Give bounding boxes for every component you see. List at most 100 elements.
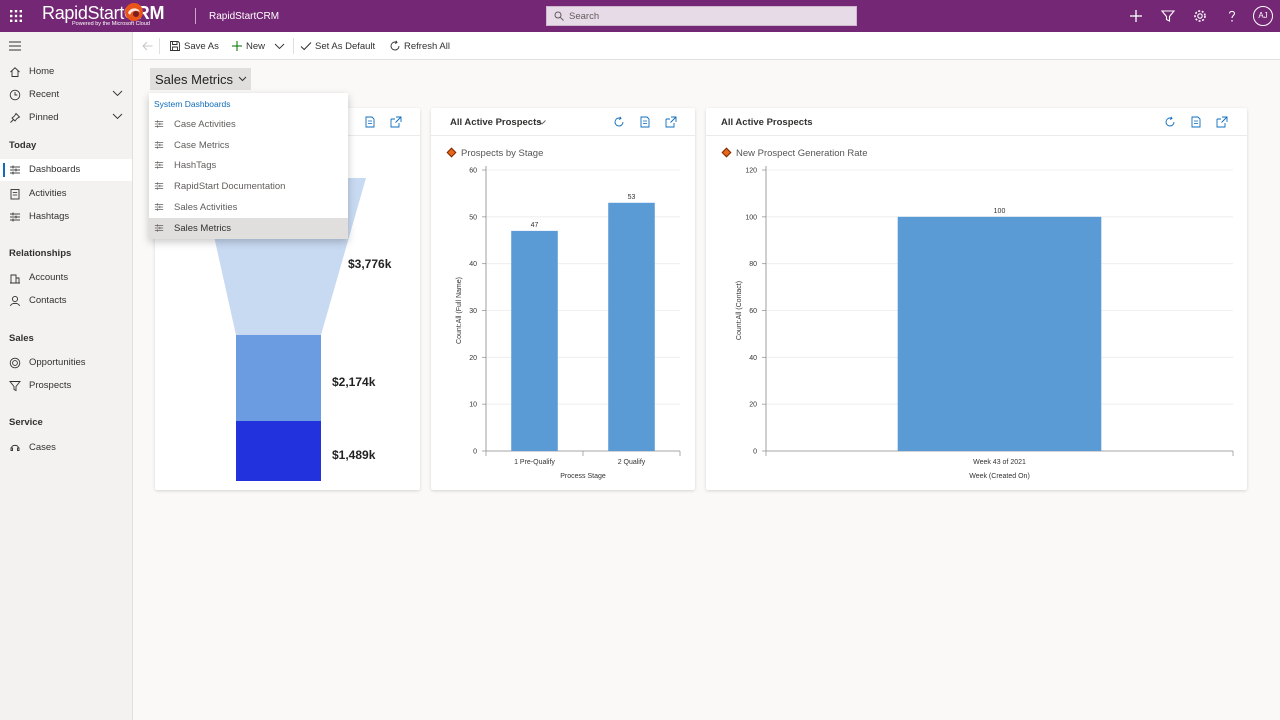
- brand-logo[interactable]: RapidStartCRM Powered by the Microsoft C…: [42, 3, 164, 29]
- x-axis-label: Week (Created On): [969, 473, 1030, 480]
- y-axis-label: Count:All (Full Name): [456, 277, 463, 344]
- gear-icon[interactable]: [1192, 8, 1208, 24]
- sidebar-item-cases[interactable]: Cases: [0, 437, 132, 459]
- y-tick-label: 0: [753, 449, 757, 456]
- dropdown-item[interactable]: Case Metrics: [149, 135, 348, 156]
- search-placeholder: Search: [569, 11, 600, 22]
- sidebar-item-opportunities[interactable]: Opportunities: [0, 352, 132, 374]
- chart-diamond-icon: [721, 147, 732, 158]
- funnel-segment-2[interactable]: [236, 335, 321, 421]
- top-bar: RapidStartCRM Powered by the Microsoft C…: [0, 0, 1280, 32]
- chevron-down-icon[interactable]: [112, 90, 123, 97]
- dropdown-item-label: HashTags: [174, 160, 217, 172]
- sidebar-item-label: Opportunities: [29, 357, 86, 368]
- funnel-segment-3[interactable]: [236, 421, 321, 481]
- expand-icon[interactable]: [390, 116, 402, 128]
- filter-icon[interactable]: [1160, 8, 1176, 24]
- search-input[interactable]: Search: [546, 6, 857, 26]
- dashboard-icon: [154, 161, 164, 170]
- sidebar-item-dashboards[interactable]: Dashboards: [0, 159, 132, 181]
- sidebar-item-label: Home: [29, 66, 55, 77]
- bar[interactable]: [511, 230, 558, 451]
- chart-title-text: New Prospect Generation Rate: [736, 148, 868, 159]
- back-arrow-icon[interactable]: [142, 41, 153, 51]
- dropdown-item-label: Case Activities: [174, 119, 236, 130]
- bar-chart: 0 10 20 30 40 50 60 47 1 Pre-Qualify 53 2 Qualify P…: [456, 166, 681, 480]
- chevron-down-icon[interactable]: [538, 120, 546, 125]
- save-as-icon: [170, 41, 180, 51]
- sidebar-item-hashtags[interactable]: Hashtags: [0, 206, 132, 228]
- view-records-icon[interactable]: [364, 116, 376, 128]
- home-icon: [10, 67, 20, 77]
- plus-icon[interactable]: [1128, 8, 1144, 24]
- bar-value-label: 47: [531, 222, 539, 229]
- waffle-icon[interactable]: [9, 9, 23, 23]
- dropdown-item[interactable]: Sales Metrics: [149, 217, 348, 239]
- brand-name-light: RapidStart: [42, 3, 125, 23]
- dashboard-selector[interactable]: Sales Metrics: [150, 68, 251, 90]
- sidebar-item-label: Contacts: [29, 295, 67, 306]
- refresh-icon[interactable]: [1164, 116, 1176, 128]
- dropdown-item[interactable]: Case Activities: [149, 114, 348, 135]
- sidebar-item-accounts[interactable]: Accounts: [0, 267, 132, 289]
- refresh-icon[interactable]: [613, 116, 625, 128]
- dropdown-item[interactable]: Sales Activities: [149, 197, 348, 218]
- sidebar-item-pinned[interactable]: Pinned: [0, 107, 132, 129]
- nav-group-title: Service: [9, 417, 43, 428]
- sidebar-item-contacts[interactable]: Contacts: [0, 290, 132, 312]
- command-bar: Save As New Set As Default Refresh All: [133, 32, 1280, 60]
- app-name[interactable]: RapidStartCRM: [209, 11, 280, 22]
- bar-chart: 0 20 40 60 80 100 120 100 Week 43 of 2021 Week (C…: [736, 166, 1234, 480]
- dropdown-item-label: Sales Metrics: [174, 222, 232, 234]
- plus-icon: [232, 41, 242, 51]
- y-tick-label: 40: [749, 355, 757, 362]
- contact-icon: [10, 295, 20, 307]
- dashboard-dropdown-menu: System Dashboards Case Activities Case Me…: [149, 93, 348, 239]
- y-tick-label: 20: [749, 402, 757, 409]
- view-records-icon[interactable]: [1190, 116, 1202, 128]
- y-axis-label: Count:All (Contact): [736, 281, 743, 340]
- y-tick-label: 80: [749, 261, 757, 268]
- sidebar-item-home[interactable]: Home: [0, 61, 132, 83]
- sidebar-item-label: Accounts: [29, 272, 69, 283]
- brand-subtitle: Powered by the Microsoft Cloud: [72, 21, 150, 27]
- dropdown-item[interactable]: HashTags: [149, 155, 348, 176]
- dashboard-icon: [154, 203, 164, 211]
- dashboard-icon: [154, 223, 164, 232]
- help-icon[interactable]: [1224, 8, 1240, 24]
- divider: [159, 38, 160, 54]
- chart-title: Prospects by Stage: [446, 147, 543, 159]
- brand-swirl-icon: [125, 3, 143, 21]
- activities-icon: [10, 189, 20, 200]
- chevron-down-icon[interactable]: [112, 113, 123, 120]
- brand-divider: [195, 8, 196, 24]
- sidebar-item-prospects[interactable]: Prospects: [0, 375, 132, 397]
- dropdown-item[interactable]: RapidStart Documentation: [149, 176, 348, 197]
- bar[interactable]: [608, 202, 655, 451]
- bar[interactable]: [897, 216, 1102, 451]
- dropdown-item-label: Sales Activities: [174, 201, 238, 213]
- sidebar-item-label: Hashtags: [29, 211, 70, 222]
- card-header: All Active Prospects: [431, 108, 695, 136]
- clock-icon: [9, 89, 21, 101]
- chevron-down-icon[interactable]: [274, 43, 285, 50]
- pin-icon: [10, 112, 21, 123]
- refresh-icon: [390, 40, 400, 51]
- prospects-by-stage-card: All Active Prospects Prospects by Stage …: [431, 108, 695, 490]
- expand-icon[interactable]: [665, 116, 677, 128]
- expand-icon[interactable]: [1216, 116, 1228, 128]
- view-records-icon[interactable]: [639, 116, 651, 128]
- opportunity-icon: [9, 357, 21, 369]
- sidebar-item-label: Prospects: [29, 380, 72, 391]
- y-tick-label: 30: [469, 308, 477, 315]
- checkmark-icon: [300, 42, 312, 51]
- dashboard-icon: [10, 165, 20, 175]
- dashboard-title: Sales Metrics: [155, 72, 234, 87]
- view-title[interactable]: All Active Prospects: [450, 117, 542, 128]
- hamburger-icon[interactable]: [9, 41, 21, 51]
- avatar[interactable]: AJ: [1253, 6, 1273, 26]
- sidebar-item-recent[interactable]: Recent: [0, 84, 132, 106]
- sidebar-item-label: Dashboards: [29, 164, 81, 175]
- sidebar-item-activities[interactable]: Activities: [0, 183, 132, 205]
- dashboard-icon: [154, 120, 164, 128]
